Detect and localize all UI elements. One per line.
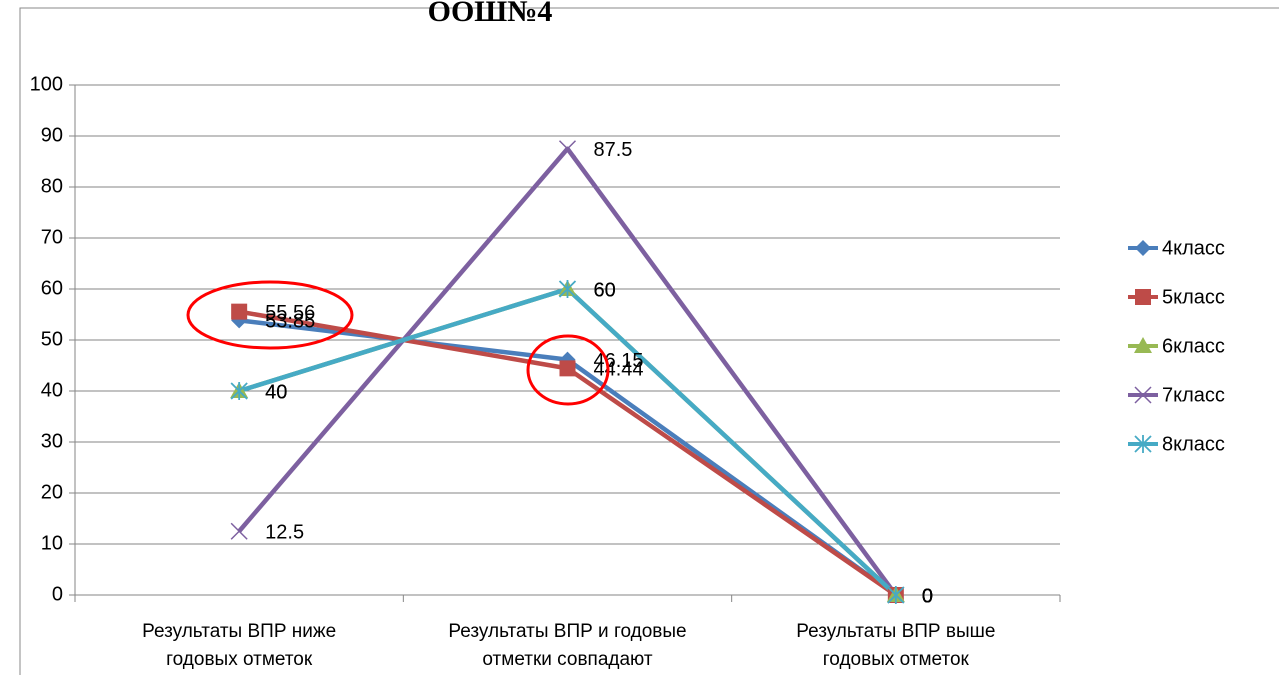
marker <box>231 303 248 320</box>
legend-label: 4класс <box>1162 237 1225 259</box>
legend-label: 8класс <box>1162 433 1225 455</box>
data-label: 60 <box>594 279 616 301</box>
y-tick-label: 40 <box>41 379 63 401</box>
y-tick-label: 60 <box>41 277 63 299</box>
marker <box>558 280 577 298</box>
data-label: 46.15 <box>594 350 644 372</box>
marker <box>559 360 576 377</box>
y-tick-label: 80 <box>41 175 63 197</box>
data-label: 53.85 <box>265 311 315 333</box>
marker <box>1135 289 1151 305</box>
marker <box>887 586 905 604</box>
data-label: 55.56 <box>265 302 315 324</box>
y-tick-label: 20 <box>41 481 63 503</box>
chart-title: ООШ№4 <box>428 0 553 28</box>
legend-label: 7класс <box>1162 384 1225 406</box>
y-tick-label: 30 <box>41 430 63 452</box>
data-label: 0 <box>922 585 933 607</box>
y-tick-label: 0 <box>52 583 63 605</box>
data-label: 87.5 <box>594 139 633 161</box>
chart-border <box>19 7 1279 675</box>
data-label: 0 <box>922 585 933 607</box>
y-tick-label: 90 <box>41 124 63 146</box>
x-tick-label: Результаты ВПР ниже годовых отметок <box>142 621 337 670</box>
data-label: 0 <box>922 585 933 607</box>
y-tick-label: 10 <box>41 532 63 554</box>
annotation-circle <box>526 334 610 406</box>
marker <box>1134 386 1152 404</box>
marker <box>230 522 248 540</box>
marker <box>558 140 577 158</box>
data-label: 12.5 <box>265 522 304 544</box>
y-tick-label: 70 <box>41 226 63 248</box>
data-label: 44.44 <box>594 359 644 381</box>
data-label: 0 <box>922 585 933 607</box>
data-label: 40 <box>265 381 287 403</box>
y-tick-label: 100 <box>30 73 63 95</box>
legend-label: 6класс <box>1162 335 1225 357</box>
marker <box>1134 435 1152 453</box>
data-label: 60 <box>594 279 616 301</box>
annotation-circle <box>186 280 354 350</box>
data-label: 40 <box>265 381 287 403</box>
y-tick-label: 50 <box>41 328 63 350</box>
marker <box>230 382 248 400</box>
x-tick-label: Результаты ВПР и годовые отметки совпада… <box>448 621 687 670</box>
marker <box>1134 337 1152 353</box>
marker <box>1135 240 1151 256</box>
x-tick-label: Результаты ВПР выше годовых отметок <box>796 621 996 670</box>
data-label: 0 <box>922 585 933 607</box>
legend-label: 5класс <box>1162 286 1225 308</box>
